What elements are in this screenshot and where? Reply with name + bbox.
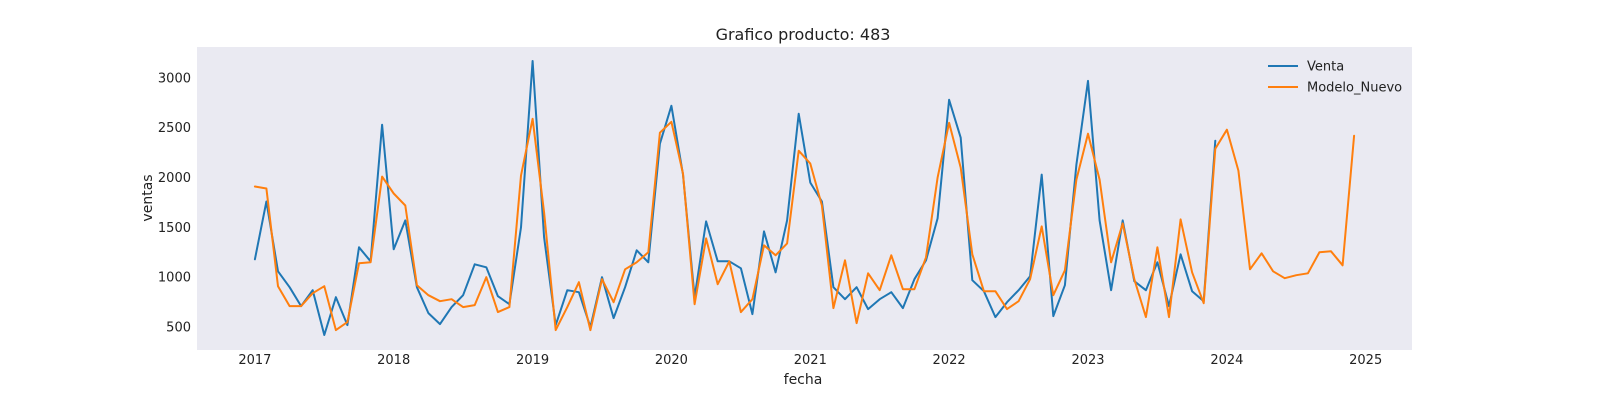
series-layer bbox=[253, 60, 1356, 336]
series-line-modelo-nuevo bbox=[253, 117, 1356, 332]
y-tick-label: 2000 bbox=[158, 171, 191, 186]
x-tick-label: 2023 bbox=[1071, 353, 1104, 368]
legend: Venta Modelo_Nuevo bbox=[1268, 60, 1402, 96]
x-tick-label: 2019 bbox=[516, 353, 549, 368]
y-tick-label: 500 bbox=[166, 321, 191, 336]
y-axis-label: ventas bbox=[140, 174, 156, 221]
legend-label: Modelo_Nuevo bbox=[1307, 81, 1402, 96]
x-tick-label: 2020 bbox=[655, 353, 688, 368]
y-tick-label: 2500 bbox=[158, 121, 191, 136]
y-tick-label: 3000 bbox=[158, 71, 191, 86]
x-tick-label: 2017 bbox=[238, 353, 271, 368]
y-axis-ticks: 500 1000 1500 2000 2500 3000 bbox=[158, 71, 191, 335]
x-tick-label: 2022 bbox=[933, 353, 966, 368]
x-axis-ticks: 2017 2018 2019 2020 2021 2022 2023 2024 2025 bbox=[238, 353, 1382, 368]
x-tick-label: 2024 bbox=[1210, 353, 1243, 368]
y-tick-label: 1000 bbox=[158, 271, 191, 286]
x-tick-label: 2021 bbox=[794, 353, 827, 368]
legend-label: Venta bbox=[1307, 60, 1344, 75]
x-tick-label: 2018 bbox=[377, 353, 410, 368]
x-tick-label: 2025 bbox=[1349, 353, 1382, 368]
x-axis-label: fecha bbox=[784, 372, 823, 388]
y-tick-label: 1500 bbox=[158, 221, 191, 236]
chart-title: Grafico producto: 483 bbox=[716, 25, 891, 44]
